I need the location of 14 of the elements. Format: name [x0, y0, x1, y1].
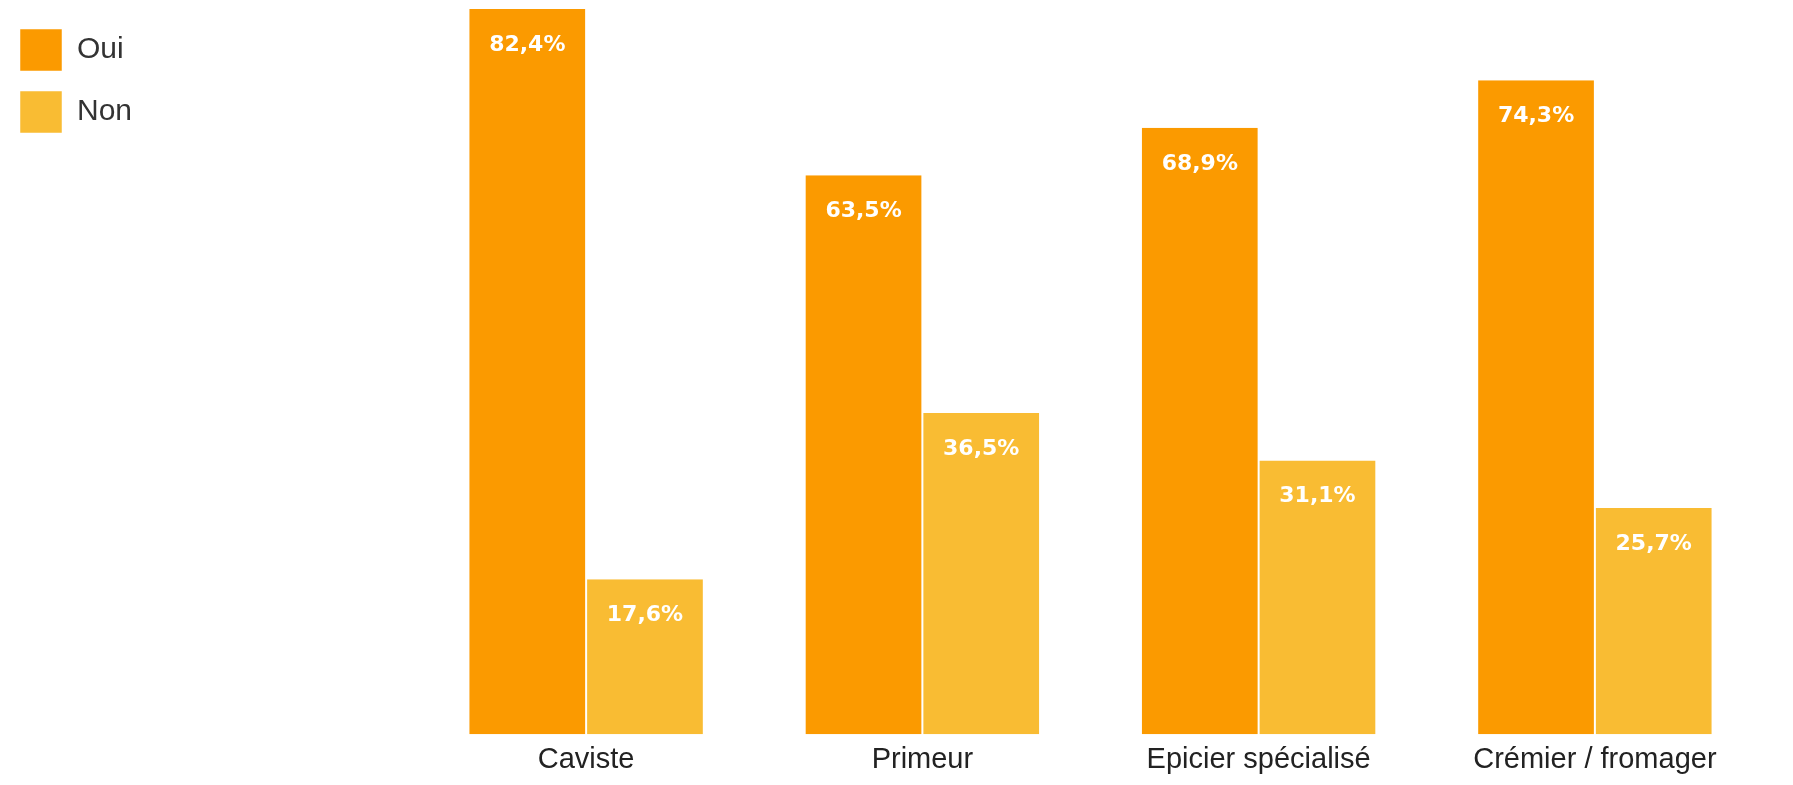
legend-label: Oui: [77, 31, 124, 65]
x-tick-label: Epicier spécialisé: [1146, 741, 1371, 774]
data-label: 31,1%: [1279, 482, 1356, 508]
data-label: 25,7%: [1615, 529, 1692, 555]
data-label: 63,5%: [825, 197, 902, 223]
x-tick-label: Primeur: [871, 741, 974, 774]
data-label: 68,9%: [1161, 149, 1238, 175]
legend-label: Non: [77, 93, 133, 127]
data-label: 82,4%: [489, 30, 566, 56]
x-tick-label: Crémier / fromager: [1473, 741, 1717, 774]
data-label: 74,3%: [1497, 102, 1575, 128]
data-label: 17,6%: [606, 601, 684, 627]
x-tick-label: Caviste: [537, 741, 635, 774]
data-label: 36,5%: [943, 434, 1020, 460]
